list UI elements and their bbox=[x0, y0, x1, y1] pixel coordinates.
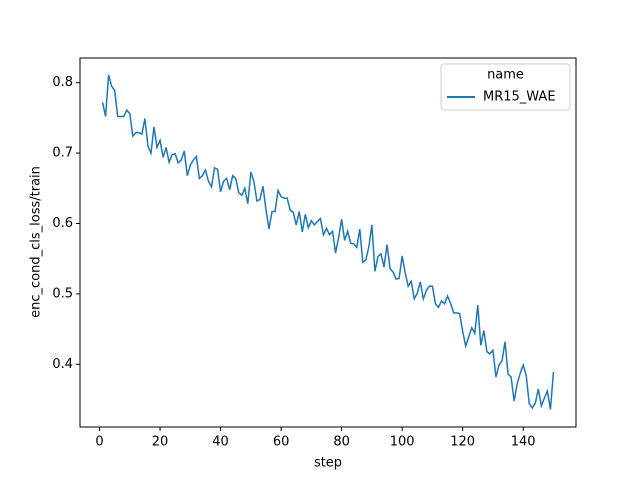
y-tick-label: 0.7 bbox=[52, 146, 73, 161]
x-tick-label: 100 bbox=[390, 435, 415, 450]
x-tick-label: 140 bbox=[511, 435, 536, 450]
legend-label: MR15_WAE bbox=[483, 90, 556, 105]
x-tick-label: 0 bbox=[95, 435, 103, 450]
x-tick-label: 60 bbox=[273, 435, 290, 450]
legend-title: name bbox=[487, 68, 524, 83]
y-tick-label: 0.4 bbox=[52, 357, 73, 372]
axes-frame bbox=[79, 57, 577, 428]
y-axis-label: enc_cond_cls_loss/train bbox=[29, 166, 44, 318]
x-tick-label: 120 bbox=[450, 435, 475, 450]
y-tick-label: 0.5 bbox=[52, 286, 73, 301]
y-tick-label: 0.8 bbox=[52, 75, 73, 90]
y-tick-label: 0.6 bbox=[52, 216, 73, 231]
x-tick-label: 80 bbox=[333, 435, 350, 450]
x-tick-label: 40 bbox=[212, 435, 229, 450]
x-tick-label: 20 bbox=[152, 435, 169, 450]
x-axis-label: step bbox=[314, 456, 342, 471]
data-line bbox=[101, 74, 555, 410]
legend-box bbox=[440, 63, 571, 111]
